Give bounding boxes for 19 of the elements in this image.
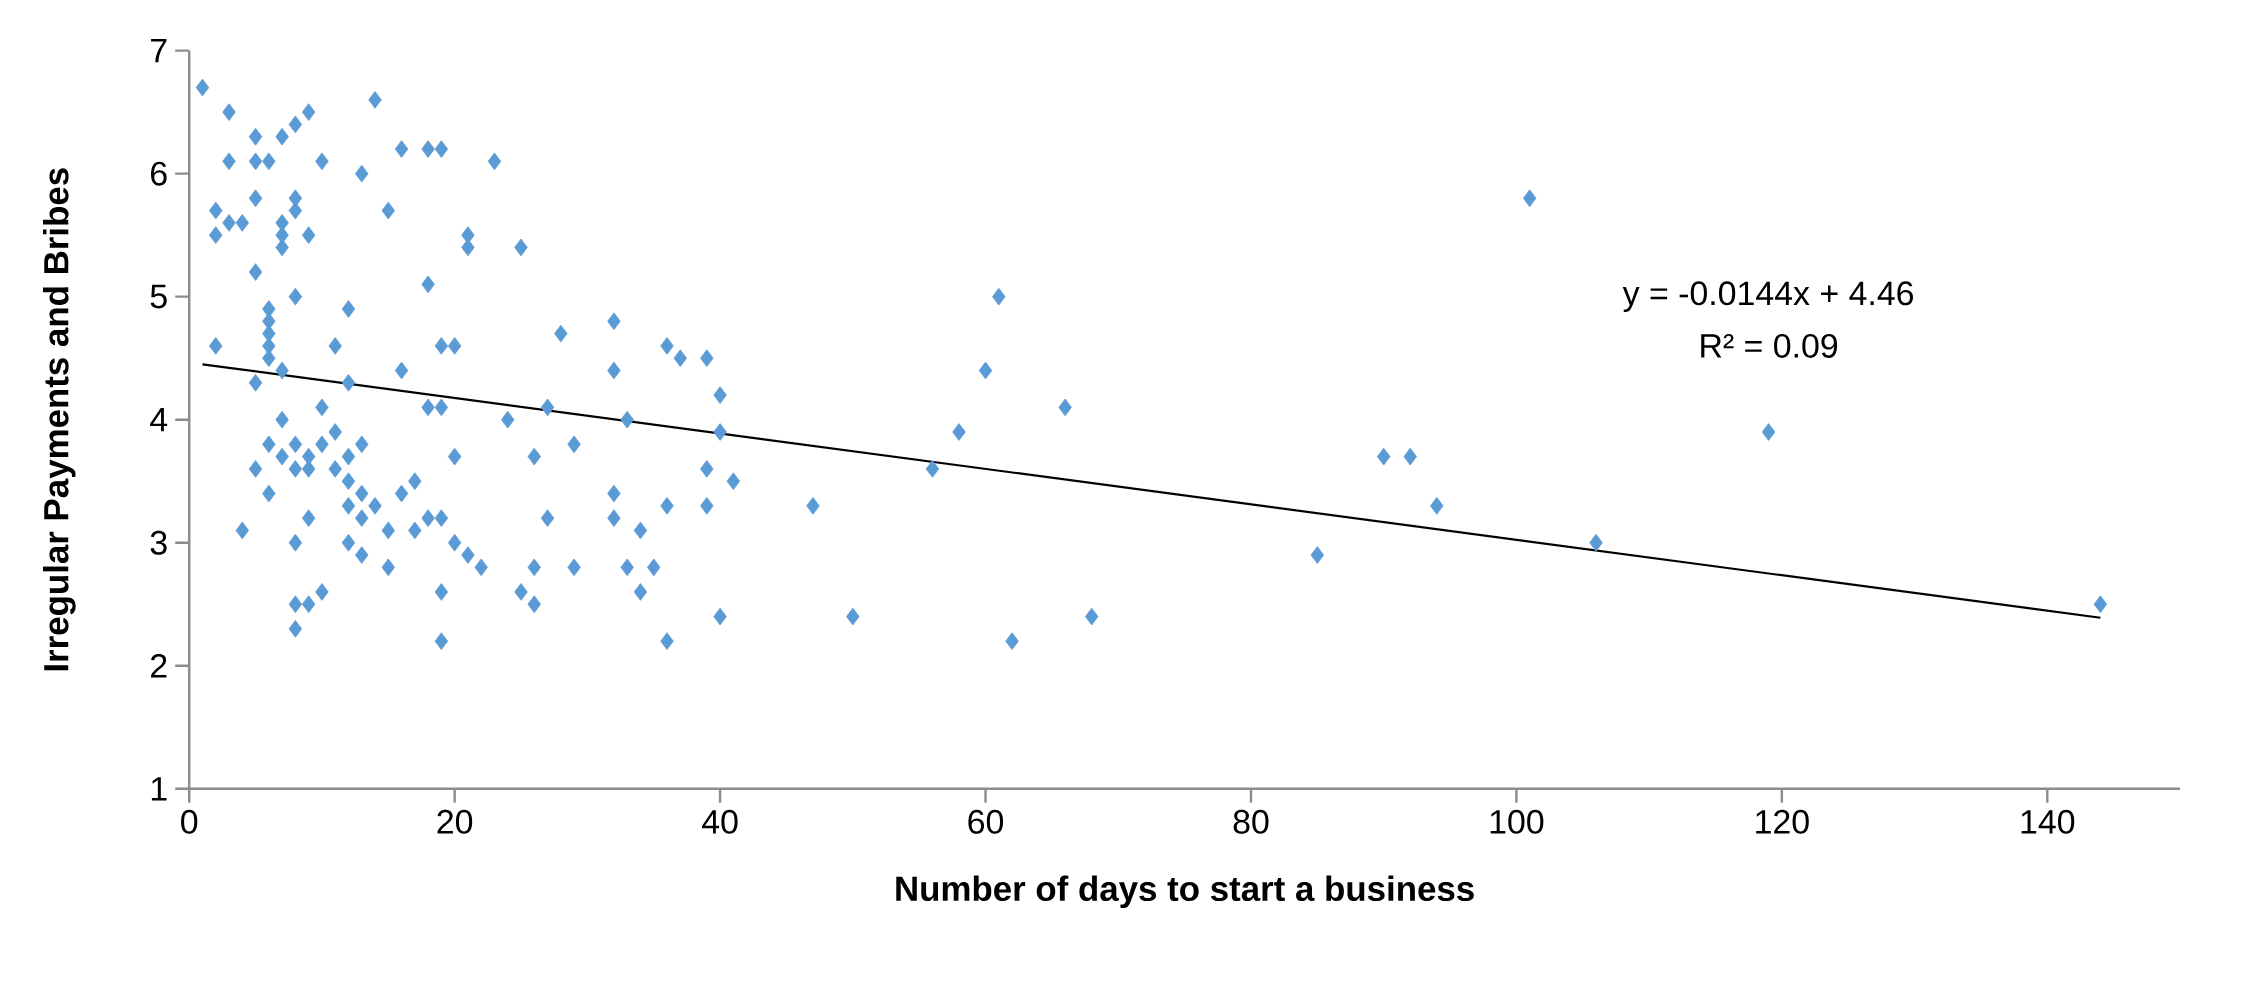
x-tick-label: 80	[1233, 809, 1269, 834]
y-tick-label: 4	[150, 408, 168, 432]
x-axis-title: Number of days to start a business	[896, 875, 1474, 909]
x-tick-label: 140	[2021, 809, 2075, 834]
annotation: R² = 0.09	[1701, 333, 1838, 358]
x-tick-label: 40	[702, 809, 738, 834]
y-axis-title: Irregular Payments and Bribes	[42, 168, 76, 671]
x-tick-label: 0	[181, 809, 198, 834]
y-tick-label: 1	[151, 777, 167, 801]
y-tick-label: 6	[151, 161, 167, 186]
y-tick-label: 2	[151, 653, 167, 678]
annotation: y = -0.0144x + 4.46	[1622, 281, 1913, 313]
x-tick-label: 100	[1490, 809, 1544, 834]
x-tick-label: 20	[437, 809, 473, 834]
y-tick-label: 3	[150, 530, 167, 555]
y-tick-label: 5	[150, 284, 167, 309]
y-tick-label: 7	[151, 38, 167, 63]
x-tick-label: 60	[968, 809, 1004, 834]
x-tick-label: 120	[1756, 809, 1809, 834]
